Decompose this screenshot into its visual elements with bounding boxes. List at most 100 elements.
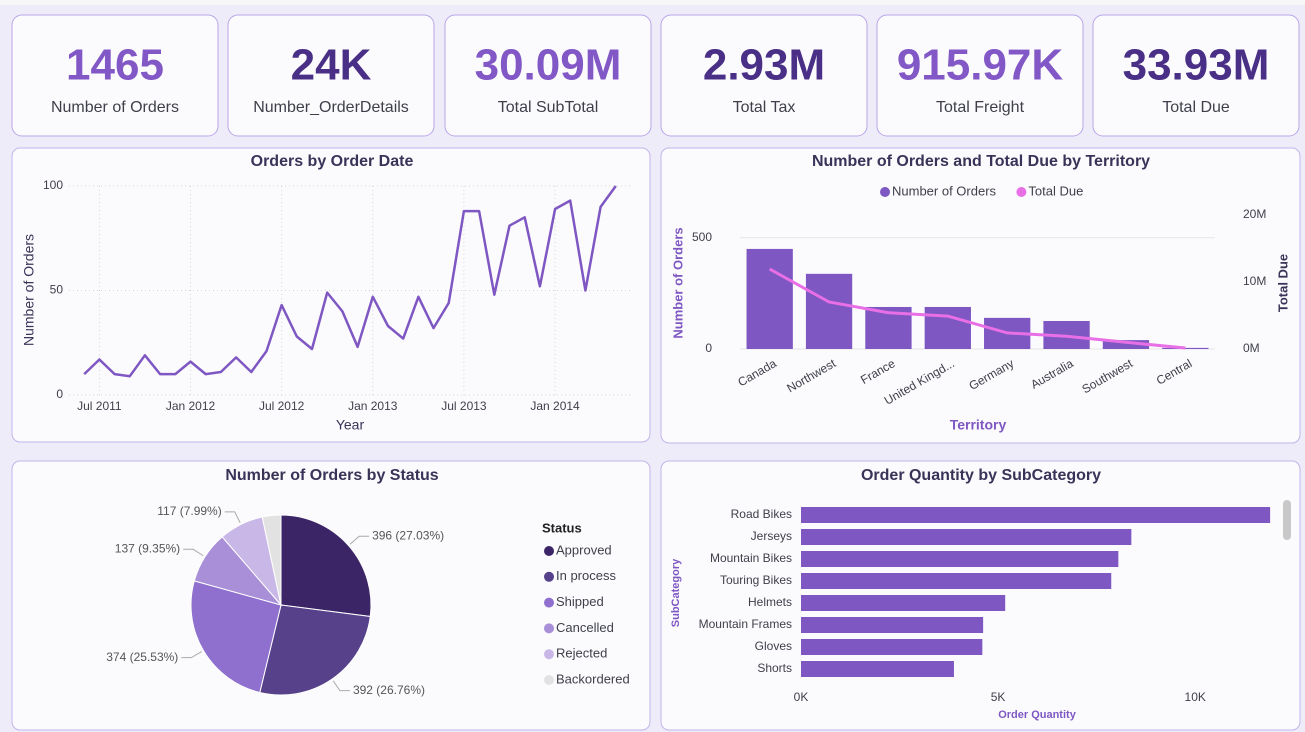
y-axis-title: Number of Orders: [670, 227, 685, 338]
line-series: [768, 267, 1186, 350]
y-tick-label: 0: [56, 387, 63, 401]
kpi-label: Total Freight: [936, 99, 1025, 116]
pie-slice: [259, 604, 371, 696]
x-tick-label: Jul 2012: [259, 399, 305, 413]
kpi-card: [1092, 14, 1300, 137]
chart-title: Orders by Order Date: [251, 153, 414, 170]
pie-slice: [261, 514, 282, 606]
bar: [805, 273, 853, 349]
leader-line: [349, 535, 370, 545]
kpi-label: Total Tax: [733, 99, 796, 116]
legend-label: Shipped: [556, 594, 604, 609]
legend-marker: [544, 597, 554, 608]
bar: [924, 306, 971, 349]
legend-marker: [544, 649, 554, 660]
kpi-label: Total SubTotal: [498, 99, 599, 116]
data-label: 396 (27.03%): [372, 528, 444, 542]
x-tick-label: Jul 2011: [77, 399, 122, 413]
kpi-label: Number_OrderDetails: [253, 99, 409, 116]
x-tick-label: 5K: [991, 690, 1006, 704]
bar: [801, 661, 954, 677]
data-label: 374 (25.53%): [106, 650, 178, 664]
legend-label: Total Due: [1028, 183, 1083, 198]
ribbon-edge: [0, 0, 1305, 5]
x-tick-label: 0K: [794, 690, 809, 704]
legend-label: Rejected: [556, 646, 607, 661]
legend-label: Number of Orders: [892, 183, 997, 198]
data-label: 137 (9.35%): [115, 541, 180, 555]
panel: [11, 147, 651, 443]
y2-axis-title: Total Due: [1275, 254, 1290, 312]
x-tick-label: Jan 2012: [166, 399, 216, 413]
legend-label: Approved: [556, 542, 612, 557]
bar: [1102, 340, 1150, 349]
chart-title: Number of Orders and Total Due by Territ…: [812, 153, 1150, 170]
legend-marker: [1016, 187, 1027, 197]
leader-line: [224, 511, 241, 523]
y-axis-title: Number of Orders: [21, 234, 37, 346]
kpi-label: Total Due: [1162, 99, 1230, 116]
data-label: 117 (7.99%): [157, 504, 221, 518]
y-tick-label: Mountain Frames: [699, 617, 792, 631]
bar: [801, 617, 984, 633]
x-tick-label: Jan 2014: [530, 399, 580, 413]
kpi-value: 24K: [291, 41, 372, 90]
chart-title: Number of Orders by Status: [225, 467, 438, 484]
bar: [801, 595, 1006, 611]
x-tick-label: Jul 2013: [441, 399, 487, 413]
pie-slice: [280, 514, 372, 618]
y2-tick-label: 20M: [1243, 207, 1266, 221]
legend-label: Cancelled: [556, 620, 614, 635]
y-tick-label: Road Bikes: [731, 507, 792, 521]
kpi-card: [444, 14, 652, 137]
leader-line: [183, 548, 204, 557]
y-tick-label: 500: [692, 230, 712, 244]
data-label: 392 (26.76%): [353, 683, 425, 697]
kpi-label: Number of Orders: [51, 99, 179, 116]
y2-tick-label: 10M: [1243, 274, 1266, 288]
kpi-value: 1465: [66, 41, 164, 90]
legend-label: Backordered: [556, 671, 630, 686]
legend-marker: [544, 623, 554, 634]
bar: [801, 507, 1271, 523]
kpi-card: [11, 14, 219, 137]
panel: [660, 147, 1301, 444]
scrollbar[interactable]: [1283, 500, 1291, 540]
bar: [746, 248, 793, 349]
bar: [801, 551, 1119, 567]
y-tick-label: 50: [50, 283, 64, 297]
x-axis-title: Order Quantity: [998, 709, 1077, 721]
pie-slice: [190, 580, 282, 694]
y-tick-label: Shorts: [757, 661, 792, 675]
y-tick-label: Mountain Bikes: [710, 551, 792, 565]
bar: [801, 573, 1112, 589]
bar: [1162, 347, 1209, 349]
bar: [801, 529, 1132, 545]
legend-label: In process: [556, 568, 616, 583]
legend-marker: [544, 546, 554, 556]
y-tick-label: 0: [705, 341, 712, 355]
y-tick-label: Gloves: [755, 639, 792, 653]
chart-title: Order Quantity by SubCategory: [861, 467, 1101, 484]
legend-marker: [544, 675, 554, 685]
leader-line: [332, 680, 350, 692]
bar: [801, 639, 983, 655]
kpi-value: 2.93M: [703, 41, 825, 90]
x-tick-label: 10K: [1185, 690, 1206, 704]
line-series: [83, 185, 617, 378]
kpi-value: 915.97K: [897, 41, 1064, 90]
x-tick-label: Jan 2013: [348, 399, 398, 413]
x-axis-title: Year: [336, 417, 365, 433]
y2-tick-label: 0M: [1243, 341, 1260, 355]
kpi-value: 33.93M: [1123, 41, 1270, 90]
kpi-card: [227, 14, 435, 137]
legend-title: Status: [542, 520, 582, 535]
kpi-card: [876, 14, 1084, 137]
y-tick-label: Jerseys: [751, 529, 792, 543]
y-tick-label: Helmets: [748, 595, 792, 609]
y-axis-title: SubCategory: [670, 558, 682, 627]
legend-marker: [880, 187, 890, 197]
x-axis-title: Territory: [950, 417, 1007, 433]
kpi-value: 30.09M: [475, 41, 622, 90]
